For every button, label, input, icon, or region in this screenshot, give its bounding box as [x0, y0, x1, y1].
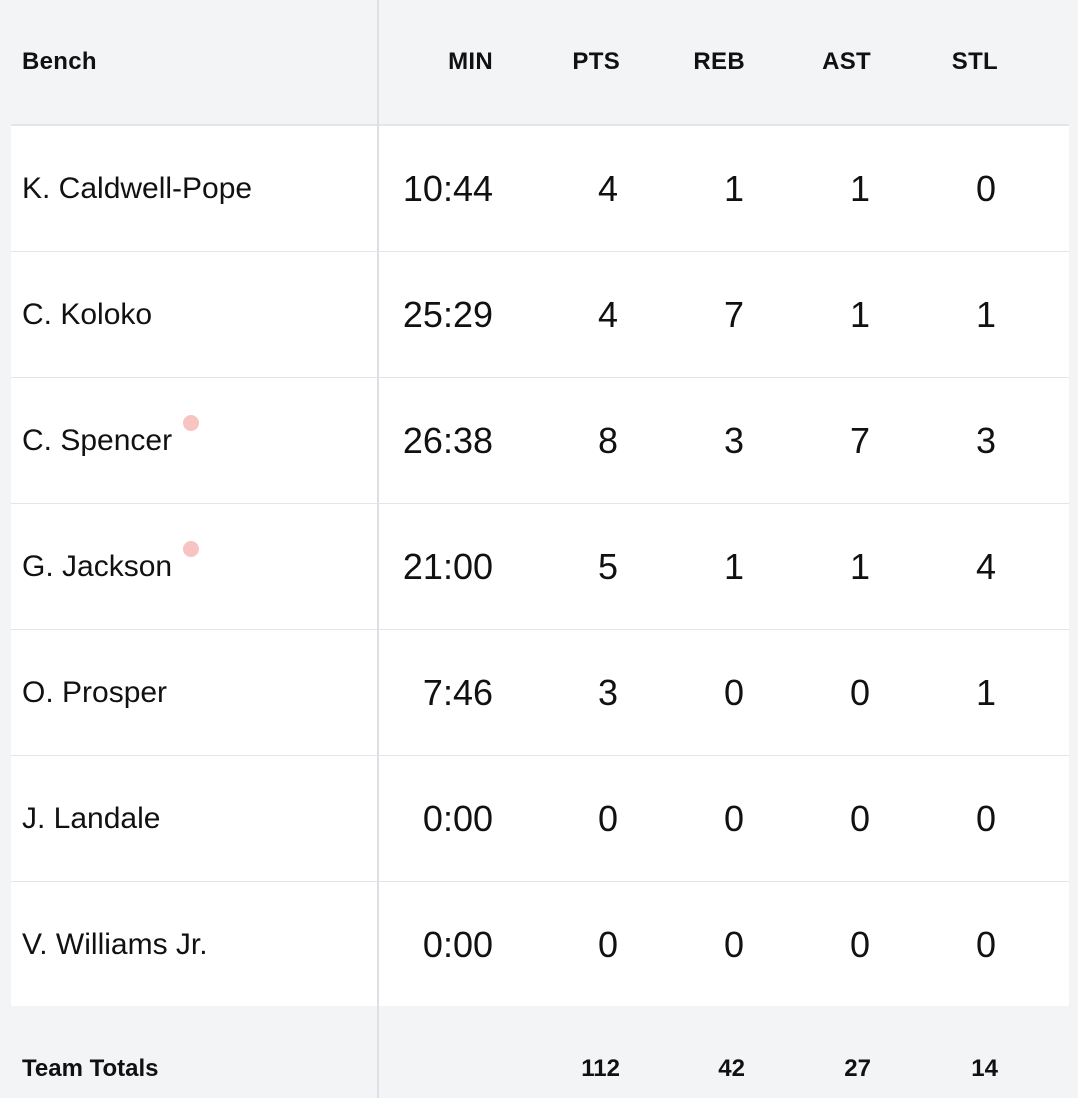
table-row[interactable]: C. Spencer 26:38 8 3 7 3 [11, 378, 1069, 504]
column-header-stl[interactable]: STL [951, 48, 998, 75]
table-row[interactable]: G. Jackson 21:00 5 1 1 4 [11, 504, 1069, 630]
stat-min: 10:44 [402, 167, 493, 209]
stat-reb: 1 [723, 167, 744, 209]
stat-min: 7:46 [422, 671, 493, 713]
stat-pts: 4 [597, 167, 618, 209]
stat-stl: 3 [975, 419, 996, 461]
stat-reb: 0 [723, 797, 744, 839]
team-totals-label: Team Totals [22, 1055, 159, 1082]
stat-reb: 0 [723, 924, 744, 965]
table-row[interactable]: C. Koloko 25:29 4 7 1 1 [11, 252, 1069, 378]
stat-min: 25:29 [402, 293, 493, 335]
stat-stl: 0 [975, 797, 996, 839]
player-name[interactable]: G. Jackson [22, 549, 173, 583]
stat-ast: 0 [849, 797, 870, 839]
player-name[interactable]: O. Prosper [22, 675, 168, 709]
total-pts: 112 [581, 1055, 620, 1082]
player-name-cell[interactable]: G. Jackson [22, 540, 200, 584]
stat-ast: 1 [849, 293, 870, 335]
stat-ast: 0 [849, 671, 870, 713]
column-header-reb[interactable]: REB [693, 48, 745, 75]
stat-ast: 7 [849, 419, 870, 461]
stat-ast: 1 [849, 167, 870, 209]
column-header-ast[interactable]: AST [822, 48, 871, 75]
stat-pts: 8 [597, 419, 618, 461]
stat-pts: 0 [597, 924, 618, 965]
stat-pts: 0 [597, 797, 618, 839]
table-body: K. Caldwell-Pope 10:44 4 1 1 0 C. Koloko… [11, 124, 1069, 1006]
stat-pts: 4 [597, 293, 618, 335]
player-name[interactable]: C. Koloko [22, 297, 153, 331]
stat-min: 0:00 [422, 797, 493, 839]
stat-reb: 3 [723, 419, 744, 461]
stat-reb: 1 [723, 545, 744, 587]
stat-stl: 0 [975, 167, 996, 209]
bench-header-label: Bench [22, 48, 97, 75]
total-stl: 14 [971, 1055, 998, 1082]
stat-pts: 3 [597, 671, 618, 713]
player-name-cell[interactable]: C. Spencer [22, 414, 200, 458]
player-name-cell[interactable]: V. Williams Jr. [22, 928, 208, 962]
table-row[interactable]: V. Williams Jr. 0:00 0 0 0 0 [11, 882, 1069, 1008]
player-name[interactable]: C. Spencer [22, 423, 173, 457]
player-name-cell[interactable]: J. Landale [22, 802, 160, 836]
stat-min: 26:38 [402, 419, 493, 461]
stat-min: 0:00 [422, 924, 493, 965]
table-row[interactable]: K. Caldwell-Pope 10:44 4 1 1 0 [11, 126, 1069, 252]
column-header-min[interactable]: MIN [448, 48, 493, 75]
stat-reb: 0 [723, 671, 744, 713]
table-row[interactable]: O. Prosper 7:46 3 0 0 1 [11, 630, 1069, 756]
status-dot-icon [183, 540, 200, 557]
team-totals-row: Team Totals 112 42 27 14 [0, 1008, 1078, 1098]
player-name[interactable]: K. Caldwell-Pope [22, 171, 253, 205]
stat-ast: 0 [849, 924, 870, 965]
player-name[interactable]: J. Landale [22, 801, 161, 835]
total-reb: 42 [718, 1055, 745, 1082]
player-name[interactable]: V. Williams Jr. [22, 928, 208, 961]
stat-stl: 4 [975, 545, 996, 587]
stat-stl: 1 [975, 293, 996, 335]
stat-min: 21:00 [402, 545, 493, 587]
stat-stl: 0 [975, 924, 996, 965]
player-name-cell[interactable]: O. Prosper [22, 676, 167, 710]
player-name-cell[interactable]: K. Caldwell-Pope [22, 172, 252, 206]
stat-pts: 5 [597, 545, 618, 587]
column-header-pts[interactable]: PTS [572, 48, 620, 75]
stat-reb: 7 [723, 293, 744, 335]
player-name-cell[interactable]: C. Koloko [22, 298, 152, 332]
table-row[interactable]: J. Landale 0:00 0 0 0 0 [11, 756, 1069, 882]
total-ast: 27 [844, 1055, 871, 1082]
column-divider [377, 0, 379, 1098]
table-header: Bench MIN PTS REB AST STL [0, 0, 1078, 124]
stat-ast: 1 [849, 545, 870, 587]
stat-stl: 1 [975, 671, 996, 713]
status-dot-icon [183, 414, 200, 431]
